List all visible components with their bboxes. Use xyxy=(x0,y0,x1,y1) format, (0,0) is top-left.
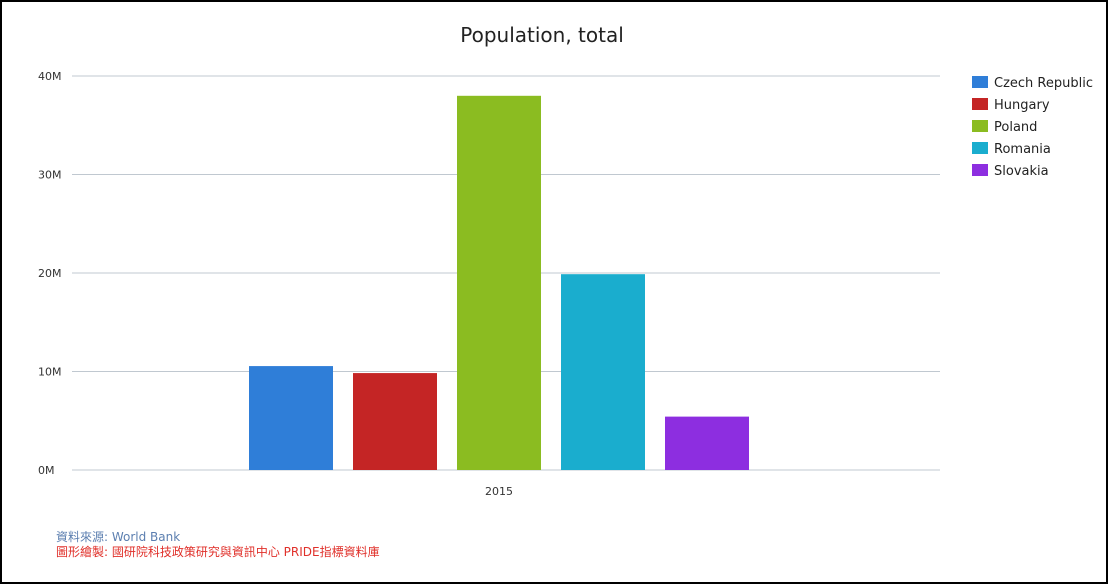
y-tick-label: 40M xyxy=(38,70,62,83)
legend-swatch xyxy=(972,142,988,154)
legend-label: Czech Republic xyxy=(994,76,1093,91)
x-tick-label: 2015 xyxy=(485,485,513,498)
legend-item-czech-republic[interactable]: Czech Republic xyxy=(972,76,1093,91)
y-tick-label: 10M xyxy=(38,366,62,379)
y-tick-label: 30M xyxy=(38,169,62,182)
legend-item-slovakia[interactable]: Slovakia xyxy=(972,164,1049,179)
legend-item-hungary[interactable]: Hungary xyxy=(972,98,1050,113)
legend-swatch xyxy=(972,120,988,132)
legend-label: Hungary xyxy=(994,98,1050,113)
chart-title: Population, total xyxy=(460,23,624,47)
legend: Czech Republic Hungary Poland Romania Slovak… xyxy=(972,76,1093,179)
bars xyxy=(249,95,749,471)
bar-poland[interactable] xyxy=(457,95,541,471)
bar-romania[interactable] xyxy=(561,274,645,470)
legend-label: Slovakia xyxy=(994,164,1049,179)
legend-item-romania[interactable]: Romania xyxy=(972,142,1051,157)
author-credit[interactable]: 圖形繪製: 國研院科技政策研究與資訊中心 PRIDE指標資料庫 xyxy=(56,545,380,559)
legend-swatch xyxy=(972,164,988,176)
legend-swatch xyxy=(972,98,988,110)
bar-slovakia[interactable] xyxy=(665,416,749,470)
y-tick-label: 0M xyxy=(38,464,55,477)
legend-item-poland[interactable]: Poland xyxy=(972,120,1037,135)
y-axis-labels: 0M 10M 20M 30M 40M xyxy=(38,70,62,477)
chart-svg: Population, total 0M 10M 20M 30M 40M 2015 Cz… xyxy=(38,23,1093,498)
bar-hungary[interactable] xyxy=(353,373,437,470)
legend-swatch xyxy=(972,76,988,88)
legend-label: Romania xyxy=(994,142,1051,157)
source-credit[interactable]: 資料來源: World Bank xyxy=(56,530,181,544)
y-tick-label: 20M xyxy=(38,267,62,280)
x-axis-labels: 2015 xyxy=(485,485,513,498)
legend-label: Poland xyxy=(994,120,1037,135)
bar-czech-republic[interactable] xyxy=(249,366,333,470)
